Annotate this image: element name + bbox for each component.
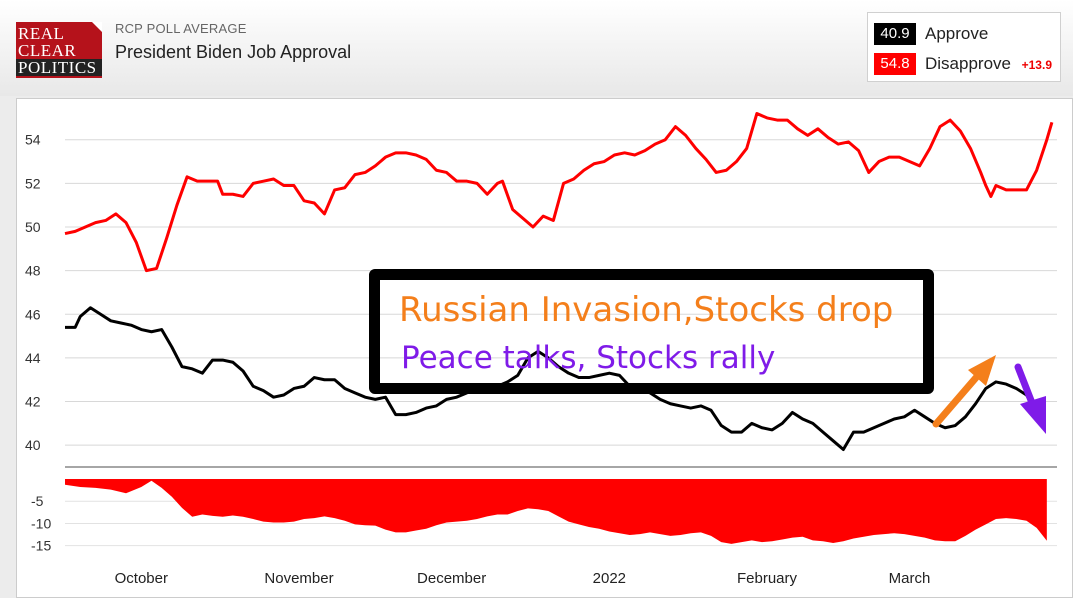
approval-chart[interactable]: 40 42 44 46 48 50 52 54 -5 -10 -15 October November D… [17,99,1072,597]
realclearpolitics-logo[interactable]: REAL CLEAR POLITICS [16,22,102,78]
chart-panel: 40 42 44 46 48 50 52 54 -5 -10 -15 October November D… [16,98,1073,598]
page-title: President Biden Job Approval [115,42,352,62]
legend-box: 40.9 Approve 54.8 Disapprove +13.9 [867,12,1061,82]
legend-approve[interactable]: 40.9 Approve [874,22,988,46]
disapprove-line [64,112,1054,273]
y-tick-label: 54 [25,132,41,148]
logo-line-2: CLEAR [18,41,77,60]
annotation-box [369,269,934,394]
x-tick-label: November [264,570,333,587]
y-tick-label: 44 [25,350,41,366]
logo-corner [92,22,102,32]
x-tick-label: February [737,570,798,587]
x-tick-label: October [115,570,168,587]
spread-area [65,479,1047,544]
approve-value-badge: 40.9 [874,23,916,45]
spread-y-tick-label: -10 [31,515,51,531]
y-tick-label: 52 [25,175,41,191]
y-tick-label: 48 [25,263,41,279]
disapprove-value-badge: 54.8 [874,53,916,75]
annotation-peace-talks: Peace talks, Stocks rally [401,340,776,376]
poll-kicker: RCP POLL AVERAGE [115,21,247,36]
approve-label: Approve [925,24,989,43]
spread-y-tick-label: -15 [31,538,51,554]
approve-line [65,306,1044,452]
annotation-invasion: Russian Invasion,Stocks drop [399,290,894,330]
y-tick-label: 46 [25,306,41,322]
disapprove-label: Disapprove [925,54,1011,73]
legend-disapprove[interactable]: 54.8 Disapprove [874,52,1011,76]
spread-value: +13.9 [1021,58,1052,72]
logo-line-1: REAL [18,24,65,43]
y-tick-label: 50 [25,219,41,235]
logo-line-3: POLITICS [16,59,102,76]
header: REAL CLEAR POLITICS RCP POLL AVERAGE Pre… [0,0,1073,96]
x-tick-label: March [889,570,931,587]
y-tick-label: 40 [25,437,41,453]
x-tick-label: December [417,570,486,587]
x-tick-label: 2022 [593,570,626,587]
y-tick-label: 42 [25,394,41,410]
spread-y-tick-label: -5 [31,493,44,509]
